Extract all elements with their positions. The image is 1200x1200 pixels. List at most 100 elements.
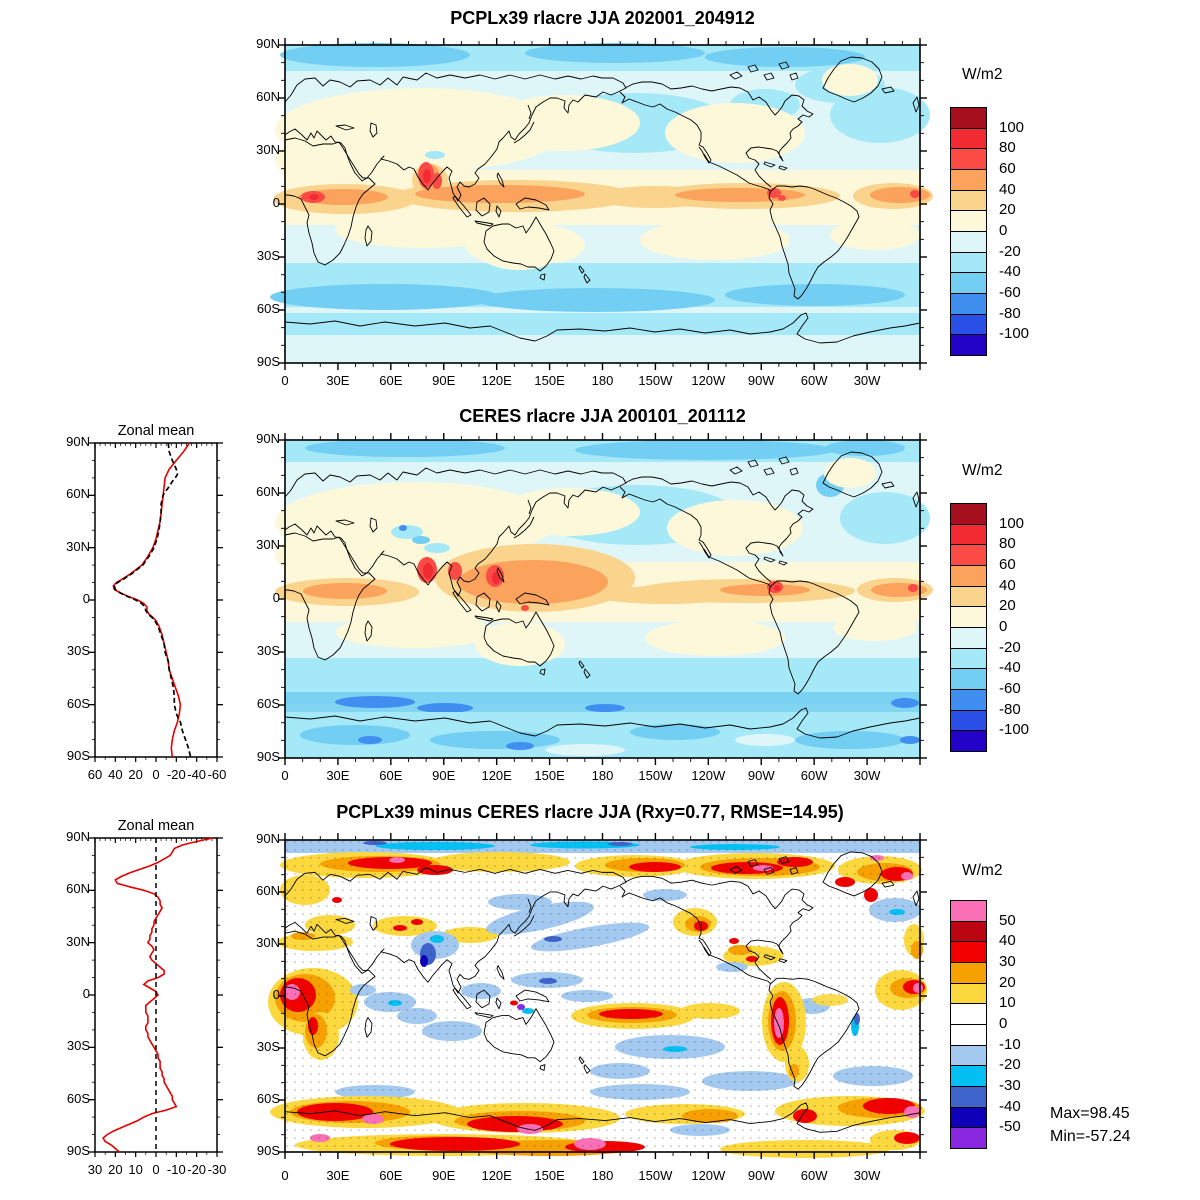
zonal-x-label: 30 [87, 1162, 103, 1177]
colorbar-tick-label: 20 [999, 973, 1016, 991]
colorbar-segment [950, 169, 987, 191]
map-lon-label: 0 [281, 1168, 289, 1183]
colorbar-tick-label: -10 [999, 1035, 1021, 1053]
map-lon-label: 120E [481, 768, 512, 783]
panel2-units-label: W/m2 [962, 462, 1003, 479]
map-lon-label: 30E [326, 373, 350, 388]
map-lon-label: 150E [534, 373, 565, 388]
colorbar-segment [950, 313, 987, 336]
zonal-lat-label: 30N [66, 933, 90, 949]
zonal-lat-label: 90S [66, 1143, 90, 1158]
map-lon-label: 90E [432, 1168, 456, 1183]
map-lon-label: 30W [853, 768, 881, 783]
map-lat-label: 30S [256, 643, 280, 658]
panel3-stats: Max=98.45 Min=-57.24 [1050, 1102, 1131, 1148]
map-lon-label: 60W [800, 1168, 828, 1183]
colorbar-segment [950, 231, 987, 253]
map-lon-label: 120W [691, 768, 726, 783]
colorbar-segment [950, 127, 987, 150]
panel2-zonal-plot [89, 442, 223, 762]
colorbar-segment [950, 668, 987, 690]
panel3-units-label: W/m2 [962, 862, 1003, 879]
panel1-map [270, 38, 933, 370]
map-lat-label: 60N [256, 89, 280, 104]
map-lon-label: 60E [379, 768, 403, 783]
panel3-zonal-plot [89, 837, 223, 1157]
min-value: Min=-57.24 [1050, 1128, 1131, 1145]
zonal-lat-label: 60S [66, 1090, 90, 1106]
colorbar-tick-label: -20 [999, 638, 1021, 656]
map-lon-label: 30E [326, 1168, 350, 1183]
colorbar-segment [950, 1044, 987, 1067]
colorbar-tick-label: 40 [999, 180, 1016, 198]
zonal-lat-label: 60N [66, 486, 90, 502]
map-lon-label: 120W [691, 1168, 726, 1183]
colorbar-segment [950, 107, 987, 129]
zonal-lat-label: 90N [66, 829, 90, 844]
colorbar-tick-label: 60 [999, 556, 1016, 573]
map-lon-label: 30E [326, 768, 350, 783]
zonal-x-label: -20 [166, 767, 186, 782]
panel3-map [268, 833, 927, 1159]
colorbar-segment [950, 1127, 987, 1149]
panel2-title: CERES rlacre JJA 200101_201112 [459, 406, 746, 426]
colorbar-segment [950, 1003, 987, 1025]
map-lon-label: 180 [591, 768, 614, 783]
zonal-lat-label: 30S [66, 643, 90, 659]
zonal-x-label: 0 [152, 767, 160, 782]
colorbar-segment [950, 251, 987, 274]
colorbar-tick-label: -20 [999, 242, 1021, 260]
zonal-x-label: -20 [187, 1162, 207, 1177]
colorbar-tick-label: -60 [999, 284, 1021, 301]
map-lon-label: 0 [281, 373, 289, 388]
colorbar-tick-label: 0 [999, 618, 1008, 635]
colorbar-tick-label: 50 [999, 911, 1016, 929]
colorbar-tick-label: 10 [999, 994, 1016, 1012]
colorbar-tick-label: 80 [999, 139, 1016, 157]
map-lon-label: 90W [747, 1168, 775, 1183]
colorbar-tick-label: -50 [999, 1118, 1021, 1136]
map-lat-label: 90S [256, 1143, 280, 1158]
map-lat-label: 30S [256, 1039, 280, 1054]
colorbar-tick-label: -100 [999, 721, 1030, 739]
colorbar-segment [950, 148, 987, 170]
map-lat-label: 90N [256, 831, 280, 846]
colorbar-segment [950, 900, 987, 922]
zonal-lat-label: 60N [66, 881, 90, 897]
colorbar-segment [950, 210, 987, 232]
map-lat-label: 0 [272, 195, 280, 210]
colorbar-segment [950, 689, 987, 711]
colorbar-tick-label: -60 [999, 680, 1021, 697]
colorbar-segment [950, 941, 987, 963]
map-lon-label: 60E [379, 373, 403, 388]
zonal-x-label: 10 [128, 1162, 143, 1177]
colorbar-segment [950, 272, 987, 294]
map-lat-label: 0 [272, 590, 280, 605]
colorbar-tick-label: 0 [999, 1015, 1008, 1032]
panel1-units-label: W/m2 [962, 66, 1003, 83]
colorbar-segment [950, 606, 987, 628]
map-lat-label: 30S [256, 248, 280, 263]
colorbar-tick-label: -40 [999, 1097, 1021, 1115]
map-lon-label: 150W [638, 1168, 673, 1183]
colorbar-tick-label: -80 [999, 700, 1021, 718]
map-lon-label: 60W [800, 373, 828, 388]
zonal-x-label: -10 [166, 1162, 186, 1177]
zonal-x-label: 40 [108, 767, 123, 782]
colorbar-tick-label: 40 [999, 932, 1016, 950]
map-lat-label: 60S [256, 301, 280, 316]
map-lon-label: 150E [534, 768, 565, 783]
colorbar-segment [950, 565, 987, 587]
map-lat-label: 90S [256, 749, 280, 764]
zonal-x-label: 20 [108, 1162, 123, 1177]
map-lon-label: 120W [691, 373, 726, 388]
map-lon-label: 180 [591, 1168, 614, 1183]
colorbar-tick-label: -80 [999, 304, 1021, 322]
colorbar-tick-label: 100 [999, 118, 1025, 136]
colorbar-segment [950, 962, 987, 984]
colorbar-segment [950, 709, 987, 732]
zonal-x-label: -40 [187, 767, 207, 782]
colorbar-segment [950, 1086, 987, 1108]
colorbar-segment [950, 627, 987, 649]
